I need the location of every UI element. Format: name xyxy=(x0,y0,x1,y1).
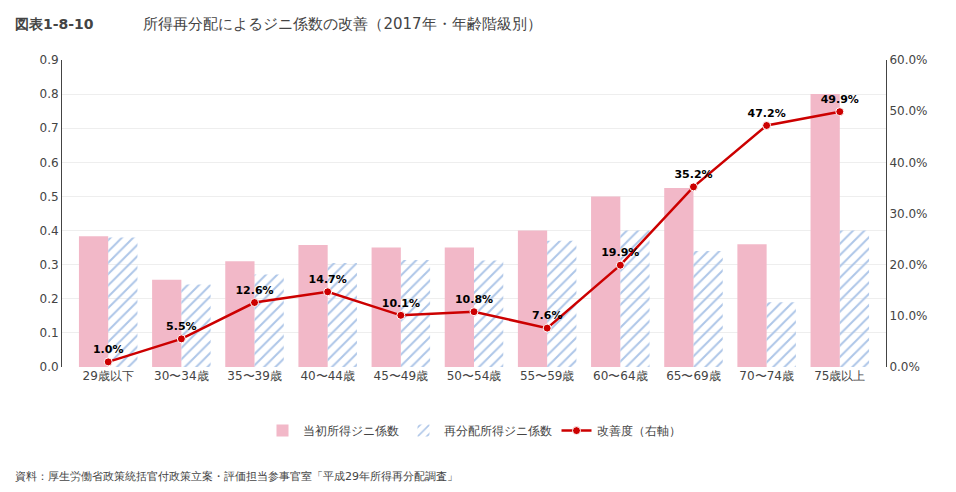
svg-text:40.0%: 40.0% xyxy=(889,156,927,170)
svg-text:60〜64歳: 60〜64歳 xyxy=(593,369,648,383)
svg-text:75歳以上: 75歳以上 xyxy=(814,369,865,383)
svg-text:10.0%: 10.0% xyxy=(889,309,927,323)
svg-text:0.0: 0.0 xyxy=(40,360,59,374)
svg-text:45〜49歳: 45〜49歳 xyxy=(374,369,429,383)
svg-text:19.9%: 19.9% xyxy=(601,246,639,259)
svg-text:70〜74歳: 70〜74歳 xyxy=(739,369,794,383)
svg-text:所得再分配によるジニ係数の改善（2017年・年齢階級別）: 所得再分配によるジニ係数の改善（2017年・年齢階級別） xyxy=(143,15,541,33)
svg-text:50.0%: 50.0% xyxy=(889,104,927,118)
svg-text:50〜54歳: 50〜54歳 xyxy=(447,369,502,383)
svg-text:40〜44歳: 40〜44歳 xyxy=(300,369,355,383)
svg-text:再分配所得ジニ係数: 再分配所得ジニ係数 xyxy=(444,424,552,438)
svg-text:60.0%: 60.0% xyxy=(889,53,927,67)
svg-text:49.9%: 49.9% xyxy=(821,93,859,106)
svg-text:10.1%: 10.1% xyxy=(382,297,420,310)
svg-text:29歳以下: 29歳以下 xyxy=(83,369,134,383)
svg-text:0.4: 0.4 xyxy=(40,224,59,238)
svg-text:0.8: 0.8 xyxy=(40,87,59,101)
svg-text:20.0%: 20.0% xyxy=(889,258,927,272)
svg-text:0.3: 0.3 xyxy=(40,258,59,272)
svg-text:12.6%: 12.6% xyxy=(235,284,273,297)
svg-text:55〜59歳: 55〜59歳 xyxy=(520,369,575,383)
svg-text:図表1-8-10: 図表1-8-10 xyxy=(15,16,94,32)
svg-text:資料：厚生労働省政策統括官付政策立案・評価担当参事官室「平成: 資料：厚生労働省政策統括官付政策立案・評価担当参事官室「平成29年所得再分配調査… xyxy=(15,470,458,483)
svg-text:0.2: 0.2 xyxy=(40,292,59,306)
svg-text:35.2%: 35.2% xyxy=(674,168,712,181)
svg-text:0.9: 0.9 xyxy=(40,53,59,67)
svg-text:30〜34歳: 30〜34歳 xyxy=(154,369,209,383)
svg-text:改善度（右軸）: 改善度（右軸） xyxy=(597,424,681,438)
svg-text:47.2%: 47.2% xyxy=(748,107,786,120)
svg-text:35〜39歳: 35〜39歳 xyxy=(227,369,282,383)
svg-text:1.0%: 1.0% xyxy=(93,343,124,356)
svg-text:0.0%: 0.0% xyxy=(889,360,920,374)
svg-text:0.5: 0.5 xyxy=(40,190,59,204)
svg-text:0.6: 0.6 xyxy=(40,156,59,170)
svg-text:5.5%: 5.5% xyxy=(166,320,197,333)
svg-text:0.1: 0.1 xyxy=(40,326,59,340)
svg-text:0.7: 0.7 xyxy=(40,121,59,135)
svg-text:65〜69歳: 65〜69歳 xyxy=(666,369,721,383)
svg-text:14.7%: 14.7% xyxy=(309,273,347,286)
svg-text:10.8%: 10.8% xyxy=(455,293,493,306)
svg-text:7.6%: 7.6% xyxy=(532,309,563,322)
svg-text:当初所得ジニ係数: 当初所得ジニ係数 xyxy=(303,424,399,438)
svg-text:30.0%: 30.0% xyxy=(889,207,927,221)
